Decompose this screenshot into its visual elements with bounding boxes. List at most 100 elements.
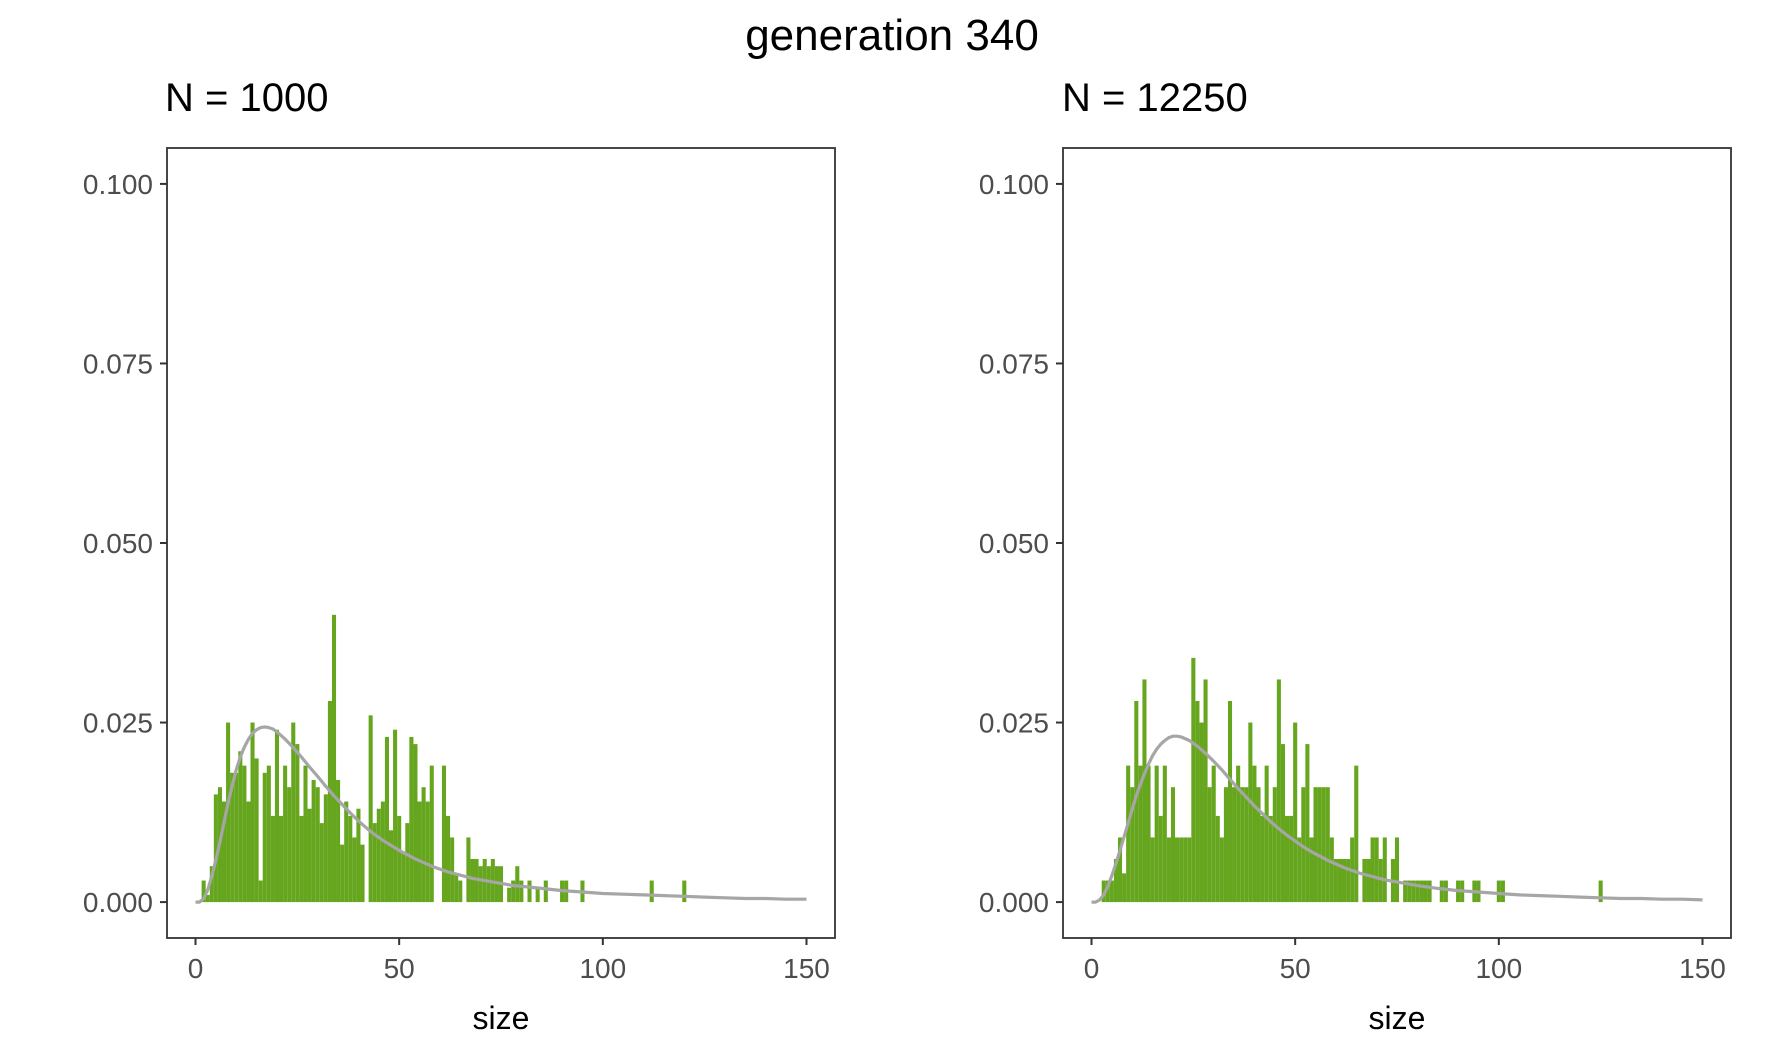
bar	[519, 880, 524, 903]
bar	[1187, 837, 1192, 903]
bar	[1415, 880, 1420, 903]
bar	[1117, 837, 1123, 903]
bar	[527, 880, 532, 903]
bar	[1142, 679, 1147, 903]
bar	[429, 765, 434, 903]
bar	[360, 844, 365, 903]
panel-left: N = 1000 0.000 0.025 0.050 0.075 0.100 0 50 10…	[83, 76, 836, 1036]
bar	[1284, 815, 1290, 903]
y-tick-label: 0.100	[979, 169, 1049, 200]
bar	[1276, 679, 1281, 903]
bar	[450, 837, 455, 903]
bar	[1154, 765, 1159, 903]
bar	[1309, 837, 1314, 903]
bar	[1403, 880, 1408, 903]
bar	[1374, 837, 1379, 903]
bar	[376, 808, 381, 903]
bar	[295, 744, 300, 903]
bar	[1219, 837, 1224, 903]
bar	[1130, 787, 1135, 903]
bar	[1370, 837, 1375, 903]
density-curve-group	[1091, 734, 1703, 904]
bar	[1244, 787, 1249, 903]
bar	[283, 765, 288, 903]
bar	[287, 787, 292, 903]
main-title: generation 340	[745, 11, 1039, 60]
bar	[388, 830, 394, 903]
bar	[1280, 744, 1285, 903]
bar	[1195, 701, 1200, 903]
bar	[1378, 859, 1383, 903]
bar	[405, 823, 410, 903]
bar	[274, 729, 280, 903]
bar	[425, 801, 430, 903]
bar	[1293, 722, 1298, 903]
bar-series	[201, 614, 687, 903]
bar	[1500, 880, 1505, 903]
x-tick-label: 150	[1679, 953, 1726, 984]
bar	[1260, 815, 1265, 903]
bar	[1248, 722, 1253, 903]
bar	[1199, 722, 1204, 903]
bar	[421, 787, 426, 903]
bar	[1166, 837, 1171, 903]
bar	[1411, 880, 1416, 903]
bar	[1264, 765, 1269, 903]
bar	[1191, 657, 1196, 903]
bar	[372, 823, 377, 903]
bar	[1162, 765, 1167, 903]
bar	[1179, 837, 1184, 903]
y-tick-label: 0.075	[979, 348, 1049, 379]
bar	[1333, 859, 1338, 903]
bar	[311, 780, 316, 903]
x-axis-title: size	[1369, 1000, 1426, 1036]
bar	[1252, 765, 1257, 903]
density-curve	[1091, 734, 1703, 904]
bar	[1301, 787, 1306, 903]
bar	[1256, 787, 1261, 903]
bar	[1598, 880, 1603, 903]
bar	[226, 722, 231, 903]
bar	[1134, 701, 1139, 903]
bar	[254, 758, 259, 903]
bar	[1496, 880, 1501, 903]
bar	[1138, 765, 1143, 903]
bar	[279, 815, 284, 903]
bar	[1203, 679, 1208, 903]
bar	[535, 887, 540, 903]
bar	[1215, 815, 1220, 903]
bar	[1394, 837, 1400, 903]
bar	[511, 880, 516, 903]
bar	[299, 815, 304, 903]
bar	[291, 722, 296, 903]
bar	[1337, 859, 1343, 903]
x-tick-label: 150	[783, 953, 830, 984]
bar	[470, 859, 475, 903]
bar	[1325, 787, 1330, 903]
bar	[323, 794, 328, 903]
x-tick-label: 50	[1280, 953, 1311, 984]
x-axis: 0 50 100 150	[188, 938, 830, 984]
bar	[682, 880, 687, 903]
bar	[1223, 787, 1228, 903]
bar	[352, 837, 357, 903]
bar	[1236, 765, 1241, 903]
bar	[307, 808, 312, 903]
panel-right: N = 12250 0.000 0.025 0.050 0.075 0.100 0 50 1…	[979, 76, 1732, 1036]
bar	[1232, 787, 1237, 903]
x-tick-label: 100	[1475, 953, 1522, 984]
bar	[348, 815, 353, 903]
y-tick-label: 0.100	[83, 169, 153, 200]
bar	[1354, 765, 1359, 903]
bar	[368, 715, 373, 903]
y-axis: 0.000 0.025 0.050 0.075 0.100	[83, 169, 167, 918]
panel-title: N = 12250	[1062, 76, 1248, 120]
bar	[1329, 837, 1334, 903]
bar	[649, 880, 654, 903]
y-tick-label: 0.050	[979, 528, 1049, 559]
bar	[213, 794, 218, 903]
bar	[384, 736, 389, 903]
bar	[507, 887, 512, 903]
bar	[515, 866, 520, 903]
